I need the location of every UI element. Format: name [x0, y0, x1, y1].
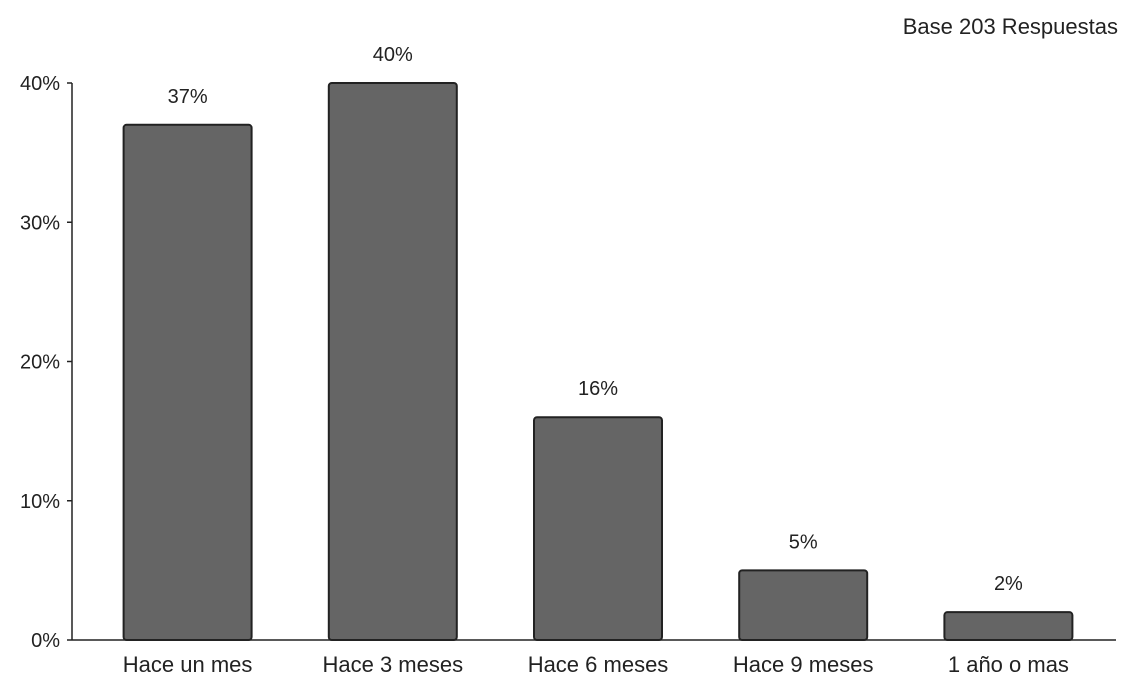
data-labels: 37% 40% 16% 5% 2% [168, 44, 1023, 595]
y-tick-label: 30% [20, 212, 60, 234]
bars [122, 82, 1074, 642]
data-label: 5% [789, 531, 818, 553]
y-tick-label: 10% [20, 491, 60, 513]
data-label: 37% [168, 86, 208, 108]
y-tick-label: 0% [31, 630, 60, 652]
bar [943, 611, 1074, 642]
y-tick-label: 20% [20, 352, 60, 374]
y-tick-label: 40% [20, 73, 60, 95]
data-label: 40% [373, 44, 413, 66]
data-label: 2% [994, 573, 1023, 595]
y-axis: 0% 10% 20% 30% 40% [20, 73, 73, 652]
bar [738, 569, 869, 641]
x-axis: Hace un mes Hace 3 meses Hace 6 meses Hace … [72, 639, 1116, 677]
x-tick-label: Hace 3 meses [322, 652, 463, 677]
x-tick-label: Hace 9 meses [733, 652, 874, 677]
data-label: 16% [578, 378, 618, 400]
bar [533, 416, 663, 642]
bar [327, 82, 458, 641]
x-tick-label: Hace 6 meses [528, 652, 669, 677]
chart-subtitle: Base 203 Respuestas [902, 14, 1118, 39]
bar [122, 123, 253, 641]
x-tick-label: 1 año o mas [948, 652, 1069, 677]
x-tick-label: Hace un mes [123, 652, 253, 677]
